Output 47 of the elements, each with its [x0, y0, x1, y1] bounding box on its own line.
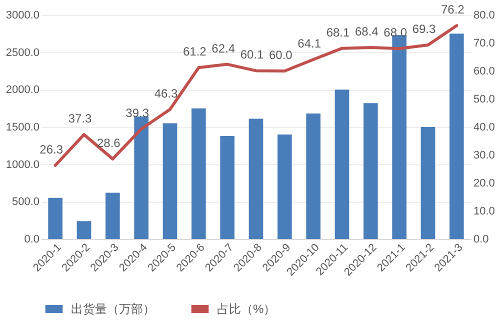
y-tick-label: 2000.0 — [6, 84, 40, 96]
y-tick-label: 0.0 — [24, 234, 40, 246]
bar — [306, 114, 320, 239]
data-label: 46.3 — [154, 86, 178, 100]
data-label: 39.3 — [126, 106, 150, 120]
data-label: 64.1 — [298, 36, 322, 51]
bar — [248, 118, 264, 239]
data-label: 28.6 — [96, 136, 121, 150]
data-label: 69.3 — [412, 22, 436, 36]
bar — [76, 221, 92, 239]
data-label: 60.1 — [240, 48, 264, 62]
data-label: 37.3 — [68, 112, 92, 126]
y2-tick-label: 30.0 — [474, 150, 495, 162]
y2-tick-label: 40.0 — [474, 122, 495, 134]
y-tick-label: 500.0 — [12, 196, 40, 208]
bar — [392, 35, 406, 239]
data-label: 62.4 — [212, 41, 236, 56]
data-label: 61.2 — [182, 44, 207, 59]
bar — [134, 116, 148, 239]
legend-label: 出货量（万部） — [71, 302, 155, 316]
bar — [162, 123, 178, 239]
bar — [48, 198, 62, 239]
y-tick-label: 3000.0 — [6, 10, 40, 22]
y2-tick-label: 10.0 — [474, 206, 495, 218]
bar — [220, 136, 234, 239]
data-label: 76.2 — [440, 2, 465, 17]
data-label: 68.4 — [354, 24, 379, 38]
data-label: 60.0 — [268, 48, 293, 62]
bar — [450, 34, 464, 239]
y2-tick-label: 0.0 — [474, 234, 489, 246]
y2-tick-label: 20.0 — [474, 178, 495, 190]
y-tick-label: 1000.0 — [6, 158, 40, 171]
bar — [334, 90, 350, 239]
bar — [278, 134, 292, 239]
legend-label: 占比（%） — [217, 302, 276, 316]
data-label: 68.1 — [326, 25, 350, 40]
bar — [420, 127, 436, 239]
bar — [106, 192, 120, 239]
y-tick-label: 1500.0 — [6, 122, 40, 134]
bar — [192, 108, 206, 239]
y2-tick-label: 70.0 — [474, 38, 495, 50]
y2-tick-label: 60.0 — [474, 66, 495, 78]
y2-tick-label: 80.0 — [474, 10, 495, 22]
bar — [364, 103, 378, 239]
y2-tick-label: 50.0 — [474, 94, 495, 106]
data-label: 26.3 — [40, 142, 64, 156]
y-tick-label: 2500.0 — [6, 46, 40, 59]
